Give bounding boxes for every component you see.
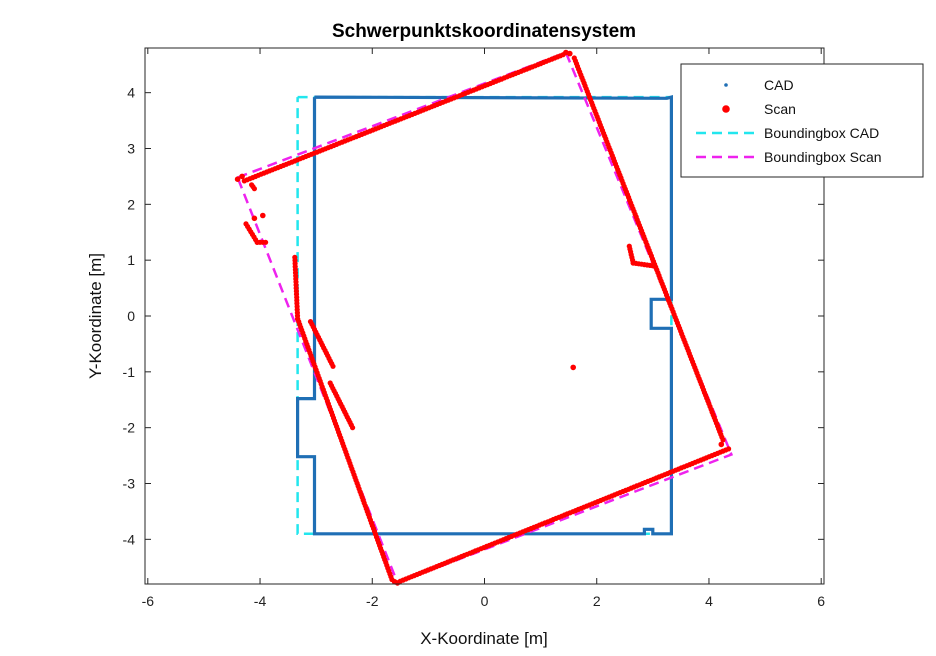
x-tick-label: -6 (142, 593, 155, 609)
chart-title: Schwerpunktskoordinatensystem (332, 21, 636, 42)
x-tick-label: -4 (254, 593, 267, 609)
scan-point (330, 363, 336, 369)
x-tick-label: 2 (593, 593, 601, 609)
x-tick-label: 4 (705, 593, 713, 609)
scan-point (239, 173, 245, 180)
legend-marker-dot (724, 83, 728, 87)
x-axis-label: X-Koordinate [m] (420, 629, 548, 648)
scan-point (718, 441, 725, 448)
y-tick-label: -1 (123, 364, 136, 380)
series-cad (296, 95, 674, 536)
legend-item: CAD (724, 77, 794, 93)
y-tick-label: -2 (123, 420, 136, 436)
scan-point (251, 215, 258, 222)
scan-point (567, 50, 573, 57)
scan-point (391, 579, 398, 585)
legend-label: Scan (764, 101, 796, 117)
y-tick-label: 0 (127, 308, 135, 324)
x-tick-label: 6 (817, 593, 825, 609)
x-axis: -6 -4 -2 0 2 4 6 (142, 48, 825, 609)
cad-outline (296, 95, 674, 536)
y-tick-label: -3 (123, 476, 136, 492)
legend-label: CAD (764, 77, 794, 93)
legend: CAD Scan Boundingbox CAD Boundingbox Scan (680, 63, 924, 178)
scan-point (350, 425, 356, 431)
series-scan (234, 49, 732, 586)
scan-point (251, 186, 257, 192)
scan-point (292, 254, 298, 260)
legend-item: Boundingbox Scan (696, 149, 882, 165)
x-tick-label: 0 (481, 593, 489, 609)
scan-point (260, 212, 266, 219)
series-layer (234, 49, 734, 586)
legend-marker-dot (722, 105, 730, 113)
legend-label: Boundingbox Scan (764, 149, 882, 165)
y-axis: -4 -3 -2 -1 0 1 2 3 4 (123, 85, 824, 547)
scan-point (650, 263, 656, 269)
y-tick-label: 3 (127, 141, 135, 157)
x-tick-label: -2 (366, 593, 379, 609)
y-tick-label: 4 (127, 85, 135, 101)
y-axis-label: Y-Koordinate [m] (86, 253, 105, 379)
legend-items: CAD Scan Boundingbox CAD Boundingbox Scan (696, 77, 882, 165)
legend-item: Boundingbox CAD (696, 125, 879, 141)
legend-item: Scan (722, 101, 796, 117)
y-tick-label: 1 (127, 252, 135, 268)
scan-point (263, 239, 269, 245)
legend-label: Boundingbox CAD (764, 125, 879, 141)
y-tick-label: 2 (127, 196, 135, 212)
scan-point (234, 176, 241, 182)
y-tick-label: -4 (123, 531, 136, 547)
scan-point (720, 437, 726, 443)
scan-point (570, 364, 576, 371)
